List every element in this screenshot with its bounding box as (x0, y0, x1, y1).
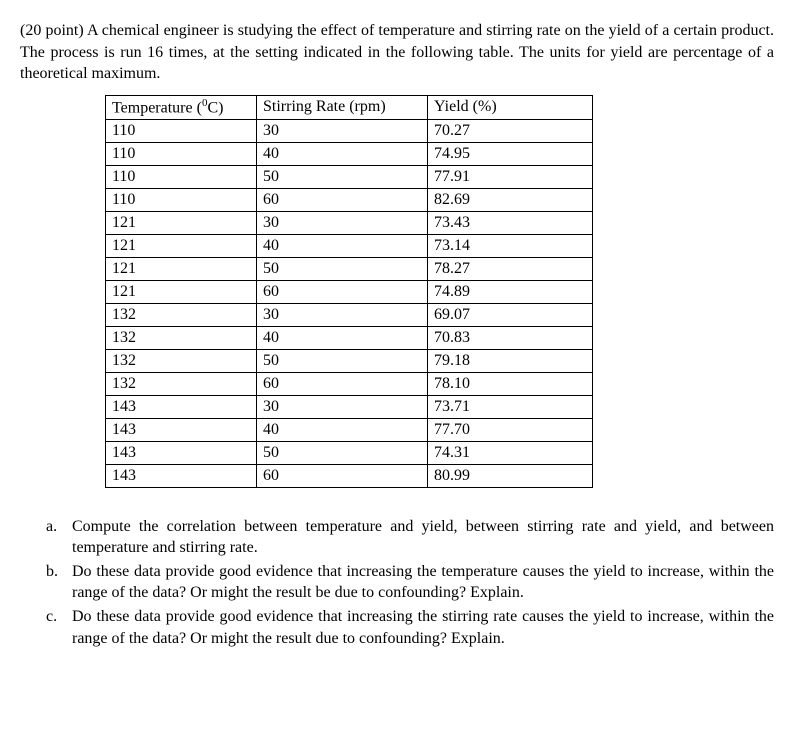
table-cell: 60 (257, 188, 428, 211)
table-cell: 121 (106, 234, 257, 257)
question-text: Do these data provide good evidence that… (72, 561, 774, 604)
table-cell: 121 (106, 257, 257, 280)
table-cell: 78.10 (428, 372, 593, 395)
table-cell: 50 (257, 257, 428, 280)
question-b: b. Do these data provide good evidence t… (46, 561, 774, 604)
table-cell: 78.27 (428, 257, 593, 280)
table-cell: 69.07 (428, 303, 593, 326)
table-row: 1105077.91 (106, 165, 593, 188)
question-text: Compute the correlation between temperat… (72, 516, 774, 559)
table-cell: 50 (257, 349, 428, 372)
table-cell: 60 (257, 464, 428, 487)
table-cell: 74.31 (428, 441, 593, 464)
table-cell: 143 (106, 441, 257, 464)
table-cell: 132 (106, 372, 257, 395)
table-row: 1434077.70 (106, 418, 593, 441)
table-cell: 74.95 (428, 142, 593, 165)
header-yield: Yield (%) (428, 95, 593, 119)
table-cell: 132 (106, 349, 257, 372)
table-cell: 40 (257, 142, 428, 165)
table-cell: 110 (106, 165, 257, 188)
table-cell: 73.71 (428, 395, 593, 418)
table-row: 1106082.69 (106, 188, 593, 211)
table-cell: 79.18 (428, 349, 593, 372)
header-temperature: Temperature (0C) (106, 95, 257, 119)
table-row: 1323069.07 (106, 303, 593, 326)
table-row: 1326078.10 (106, 372, 593, 395)
table-cell: 74.89 (428, 280, 593, 303)
question-a: a. Compute the correlation between tempe… (46, 516, 774, 559)
table-row: 1325079.18 (106, 349, 593, 372)
table-cell: 77.91 (428, 165, 593, 188)
table-row: 1104074.95 (106, 142, 593, 165)
table-cell: 30 (257, 119, 428, 142)
table-row: 1215078.27 (106, 257, 593, 280)
table-cell: 121 (106, 211, 257, 234)
question-letter: b. (46, 561, 72, 604)
table-cell: 73.14 (428, 234, 593, 257)
table-cell: 143 (106, 464, 257, 487)
table-cell: 110 (106, 119, 257, 142)
table-cell: 132 (106, 326, 257, 349)
question-letter: c. (46, 606, 72, 649)
table-cell: 40 (257, 418, 428, 441)
table-cell: 143 (106, 418, 257, 441)
table-row: 1216074.89 (106, 280, 593, 303)
table-cell: 30 (257, 303, 428, 326)
table-row: 1433073.71 (106, 395, 593, 418)
table-row: 1213073.43 (106, 211, 593, 234)
table-cell: 121 (106, 280, 257, 303)
table-cell: 110 (106, 142, 257, 165)
table-cell: 132 (106, 303, 257, 326)
table-cell: 82.69 (428, 188, 593, 211)
table-cell: 110 (106, 188, 257, 211)
data-table: Temperature (0C) Stirring Rate (rpm) Yie… (105, 95, 593, 488)
table-row: 1436080.99 (106, 464, 593, 487)
question-text: Do these data provide good evidence that… (72, 606, 774, 649)
table-cell: 30 (257, 211, 428, 234)
questions-list: a. Compute the correlation between tempe… (20, 516, 774, 650)
table-cell: 143 (106, 395, 257, 418)
table-cell: 40 (257, 326, 428, 349)
table-cell: 60 (257, 372, 428, 395)
table-cell: 77.70 (428, 418, 593, 441)
table-cell: 40 (257, 234, 428, 257)
table-cell: 73.43 (428, 211, 593, 234)
table-row: 1324070.83 (106, 326, 593, 349)
table-header-row: Temperature (0C) Stirring Rate (rpm) Yie… (106, 95, 593, 119)
table-cell: 50 (257, 441, 428, 464)
header-stirring: Stirring Rate (rpm) (257, 95, 428, 119)
problem-intro: (20 point) A chemical engineer is studyi… (20, 20, 774, 85)
table-cell: 30 (257, 395, 428, 418)
table-cell: 50 (257, 165, 428, 188)
table-row: 1435074.31 (106, 441, 593, 464)
table-cell: 60 (257, 280, 428, 303)
table-cell: 70.83 (428, 326, 593, 349)
table-cell: 80.99 (428, 464, 593, 487)
table-row: 1214073.14 (106, 234, 593, 257)
table-row: 1103070.27 (106, 119, 593, 142)
table-cell: 70.27 (428, 119, 593, 142)
question-c: c. Do these data provide good evidence t… (46, 606, 774, 649)
question-letter: a. (46, 516, 72, 559)
